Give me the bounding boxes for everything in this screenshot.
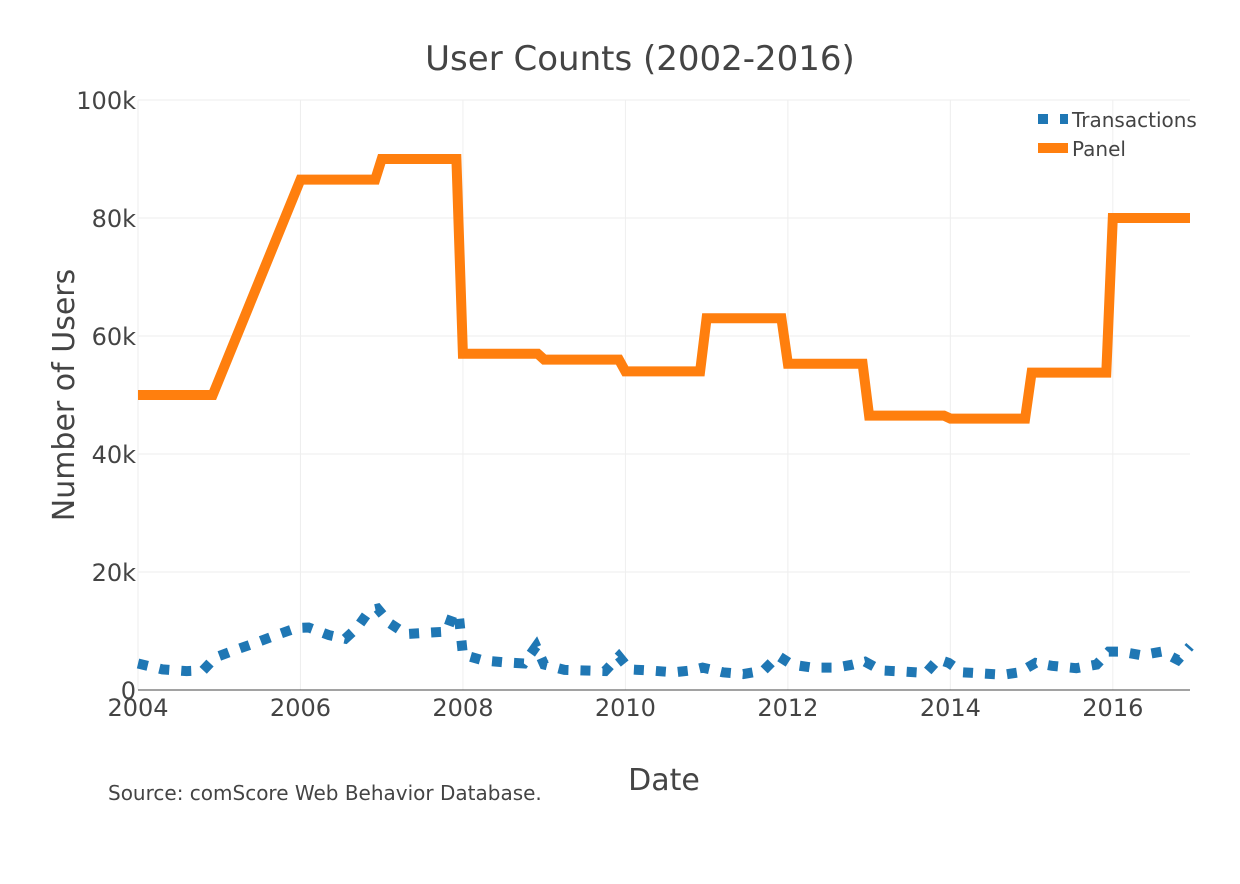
- series-line-transactions: [136, 603, 1194, 680]
- x-tick-label-2008: 2008: [432, 694, 493, 722]
- legend-item-transactions[interactable]: Transactions: [1038, 108, 1197, 132]
- legend-label-transactions: Transactions: [1071, 108, 1197, 132]
- y-tick-labels: 0 20k 40k 60k 80k 100k: [76, 87, 136, 705]
- source-note: Source: comScore Web Behavior Database.: [108, 781, 542, 805]
- x-tick-label-2016: 2016: [1082, 694, 1143, 722]
- x-tick-labels: 2004 2006 2008 2010 2012 2014 2016: [107, 694, 1143, 722]
- x-tick-label-2012: 2012: [757, 694, 818, 722]
- x-axis-title: Date: [628, 763, 700, 798]
- y-gridlines: [138, 99, 1190, 573]
- y-tick-label-40k: 40k: [92, 441, 137, 469]
- y-tick-label-60k: 60k: [92, 323, 137, 351]
- legend-item-panel[interactable]: Panel: [1038, 137, 1126, 161]
- y-tick-label-0: 0: [121, 677, 136, 705]
- x-tick-label-2010: 2010: [595, 694, 656, 722]
- chart-title: User Counts (2002-2016): [425, 39, 855, 79]
- legend-label-panel: Panel: [1072, 137, 1126, 161]
- x-tick-label-2006: 2006: [270, 694, 331, 722]
- y-tick-label-100k: 100k: [76, 87, 136, 115]
- x-tick-label-2014: 2014: [920, 694, 981, 722]
- y-axis-title: Number of Users: [47, 269, 82, 522]
- y-tick-label-20k: 20k: [92, 559, 137, 587]
- legend: Transactions Panel: [1038, 108, 1197, 161]
- x-tick-label-2004: 2004: [107, 694, 168, 722]
- y-tick-label-80k: 80k: [92, 205, 137, 233]
- series-line-panel: [138, 154, 1190, 424]
- x-gridlines: [137, 100, 1114, 690]
- series-layer: [136, 154, 1194, 680]
